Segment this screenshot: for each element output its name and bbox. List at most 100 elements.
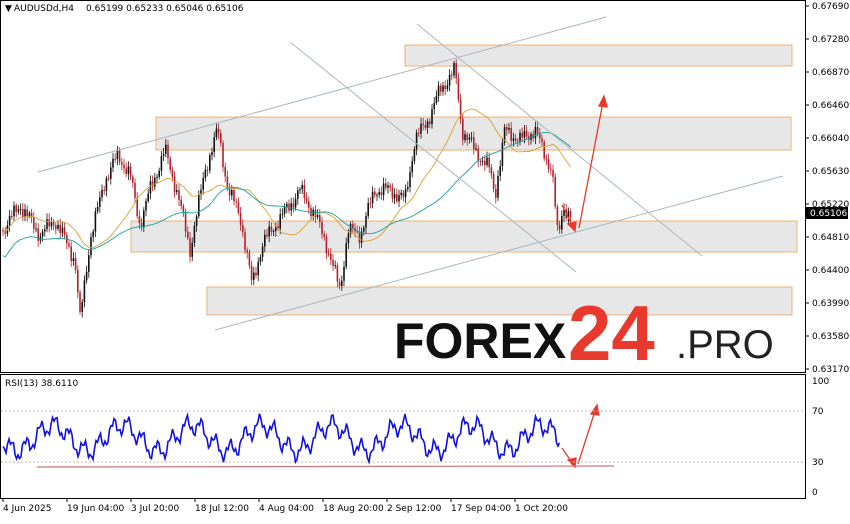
candle-body [433, 102, 435, 110]
candle-body [264, 234, 266, 247]
candle-body [440, 85, 442, 92]
candle-body [316, 215, 319, 218]
candle-body [321, 221, 323, 235]
candle-body [140, 222, 143, 228]
candle-body [70, 246, 72, 262]
candle-body [28, 213, 31, 216]
candle-body [352, 224, 354, 229]
candle-body [299, 189, 301, 191]
candle-body [448, 74, 451, 86]
candle-body [268, 226, 270, 237]
candle-body [116, 149, 119, 159]
candle-body [33, 217, 35, 229]
candle-body [2, 230, 4, 231]
candle-body [541, 138, 543, 142]
candle-body [72, 258, 75, 262]
candle-body [99, 197, 101, 207]
candle-body [492, 173, 495, 189]
candle-body [376, 194, 378, 196]
candle-body [50, 222, 53, 227]
candle-body [297, 190, 299, 199]
candle-body [418, 132, 420, 134]
candle-body [356, 231, 358, 233]
candle-body [61, 227, 64, 233]
candle-body [92, 231, 94, 238]
candle-body [464, 134, 466, 141]
candle-body [402, 192, 405, 198]
time-label: 1 Oct 20:00 [515, 504, 568, 514]
candle-body [101, 189, 103, 198]
candle-body [15, 205, 17, 212]
time-label: 19 Jun 04:00 [67, 504, 124, 514]
candle-body [466, 134, 468, 140]
candle-body [407, 187, 409, 190]
price-panel [0, 0, 806, 373]
candle-body [567, 211, 570, 219]
candle-body [343, 266, 345, 281]
candle-body [391, 187, 394, 199]
candle-body [358, 231, 361, 244]
channel-line [214, 175, 784, 331]
candle-body [226, 176, 229, 189]
candle-body [400, 192, 402, 196]
candle-body [118, 149, 121, 163]
candle-body [11, 216, 13, 218]
candle-body [347, 233, 350, 244]
candle-body [519, 132, 521, 142]
support-zone [130, 220, 798, 253]
resistance-zone [404, 44, 793, 67]
candle-body [182, 205, 185, 213]
candle-body [563, 209, 565, 216]
candle-body [444, 85, 446, 90]
watermark: FOREX 24 .PRO [394, 289, 774, 377]
support-zone [206, 286, 793, 316]
candle-body [521, 132, 523, 138]
candle-body [514, 138, 517, 141]
rsi-label: RSI(13) 38.6110 [5, 379, 78, 389]
candle-body [123, 164, 125, 169]
candle-body [360, 231, 363, 244]
candle-body [415, 132, 418, 150]
candle-body [435, 96, 438, 103]
time-label: 17 Sep 04:00 [451, 504, 511, 514]
watermark-suffix: .PRO [676, 323, 774, 367]
candle-body [569, 211, 572, 218]
candle-body [327, 253, 330, 255]
candle-body [239, 212, 242, 226]
candle-body [547, 159, 550, 170]
candle-body [147, 193, 149, 202]
candle-body [149, 181, 152, 194]
candle-body [275, 226, 277, 232]
candle-body [74, 258, 77, 270]
candle-body [217, 128, 220, 134]
candle-body [330, 253, 332, 260]
candle-body [96, 206, 99, 212]
candle-body [484, 160, 486, 166]
candle-body [389, 185, 391, 188]
candle-body [510, 127, 512, 141]
candle-body [215, 128, 218, 138]
candle-body [283, 207, 286, 214]
candle-body [112, 158, 114, 168]
candle-body [44, 229, 46, 232]
candle-body [473, 137, 475, 149]
candle-body [305, 198, 308, 202]
arrow-head [566, 221, 577, 233]
time-label: 18 Aug 20:00 [323, 504, 384, 514]
candle-body [90, 237, 92, 256]
candle-body [270, 226, 273, 232]
current-price: 0.65106 [810, 209, 847, 219]
candle-body [30, 213, 33, 218]
candle-body [85, 271, 88, 281]
candle-body [475, 148, 477, 150]
symbol: AUDUSDd,H4 [14, 4, 74, 14]
rsi-axis-label: 100 [812, 377, 829, 387]
arrow-head [566, 457, 577, 469]
candle-body [334, 265, 336, 267]
candle-body [220, 133, 222, 143]
candle-body [314, 209, 317, 218]
candle-body [426, 121, 429, 128]
candle-body [470, 137, 473, 139]
candle-body [158, 170, 160, 177]
